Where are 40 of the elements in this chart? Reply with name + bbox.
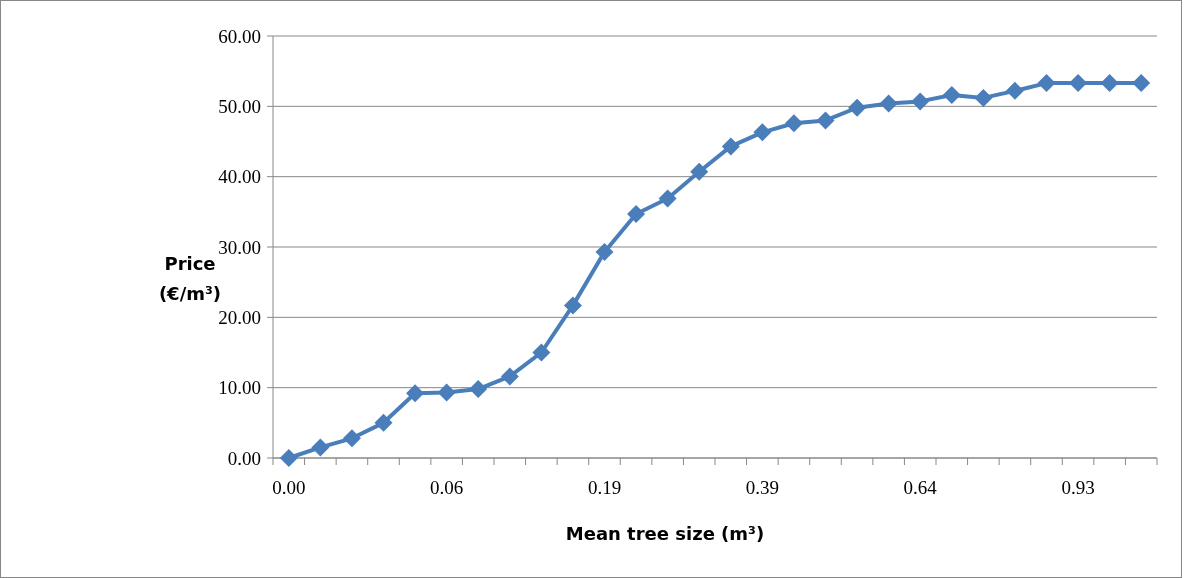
point	[595, 242, 614, 261]
point	[311, 438, 330, 457]
point	[658, 189, 677, 208]
point	[279, 449, 298, 467]
point	[974, 88, 993, 107]
point	[1132, 74, 1151, 93]
point	[942, 86, 961, 105]
y-tick-label: 50.00	[218, 95, 261, 117]
point	[911, 92, 930, 111]
point	[879, 94, 898, 113]
point	[690, 162, 709, 181]
point	[500, 367, 519, 386]
y-tick-label: 60.00	[218, 25, 261, 47]
point	[469, 380, 488, 399]
point	[374, 413, 393, 432]
y-tick-label: 10.00	[218, 377, 261, 399]
point	[1005, 81, 1024, 100]
point	[1100, 74, 1119, 93]
point	[721, 137, 740, 156]
x-tick-label: 0.39	[745, 477, 779, 498]
point	[627, 204, 646, 223]
y-tick-label: 40.00	[218, 166, 261, 188]
point	[437, 383, 456, 402]
x-tick-label: 0.00	[272, 477, 306, 498]
point	[848, 98, 867, 117]
y-tick-label: 20.00	[218, 306, 261, 328]
point	[532, 343, 551, 362]
y-tick-label: 0.00	[227, 447, 261, 469]
point	[1037, 74, 1056, 93]
point	[563, 296, 582, 315]
x-tick-label: 0.64	[903, 477, 938, 498]
point	[816, 111, 835, 130]
point	[406, 384, 425, 403]
x-tick-label: 0.93	[1061, 477, 1095, 498]
x-tick-label: 0.19	[587, 477, 622, 498]
point	[342, 429, 361, 448]
point	[784, 114, 803, 133]
x-axis-title: Mean tree size (m³)	[565, 523, 765, 544]
point	[753, 123, 772, 142]
x-tick-label: 0.06	[430, 477, 464, 498]
